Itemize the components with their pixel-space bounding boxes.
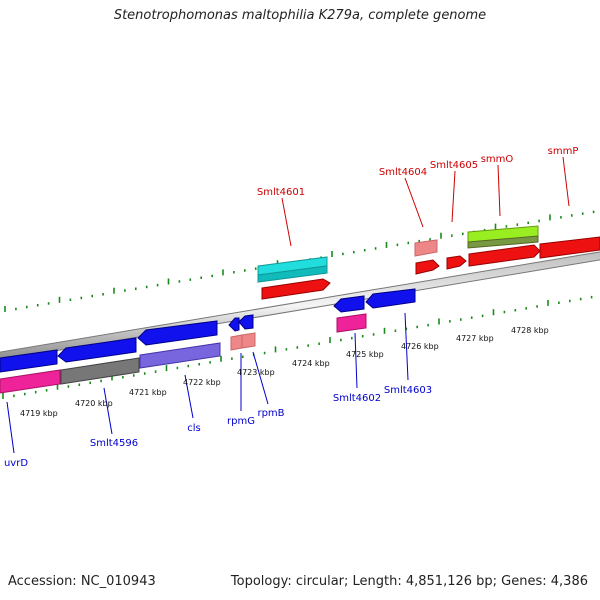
label-smmP[interactable]: smmP	[548, 146, 579, 157]
gene-smlt4604-red[interactable]	[415, 259, 440, 275]
label-smmO[interactable]: smmO	[481, 154, 514, 165]
label-cls[interactable]: cls	[187, 423, 201, 434]
gene-smlt4601-red[interactable]	[261, 278, 331, 300]
reverse-genes	[0, 288, 416, 394]
scale-label: 4720 kbp	[75, 399, 113, 408]
gene-rpmB-light[interactable]	[241, 332, 256, 349]
gene-uvrD-pink[interactable]	[0, 369, 61, 394]
gene-rpmB-blue[interactable]	[238, 314, 254, 330]
gene-smlt4604[interactable]	[414, 239, 438, 257]
scale-label: 4723 kbp	[237, 368, 275, 377]
label-smlt4596[interactable]: Smlt4596	[90, 438, 138, 449]
label-smlt4603[interactable]: Smlt4603	[384, 385, 432, 396]
genome-title: Stenotrophomonas maltophilia K279a, comp…	[113, 8, 487, 23]
label-rpmG[interactable]: rpmG	[227, 416, 255, 427]
leader-smlt4603	[404, 312, 409, 381]
scale-label: 4727 kbp	[456, 334, 494, 343]
leader-uvrD	[6, 401, 15, 454]
scale-label: 4721 kbp	[129, 388, 167, 397]
gene-cls-purple[interactable]	[139, 342, 221, 369]
genome-summary-text: Topology: circular; Length: 4,851,126 bp…	[230, 574, 588, 589]
leader-smmO	[497, 164, 501, 217]
scale-label: 4722 kbp	[183, 378, 221, 387]
scale-label: 4719 kbp	[20, 409, 58, 418]
reverse-tick-row	[2, 295, 593, 399]
gene-smlt4605[interactable]	[446, 255, 467, 270]
gene-smlt4596-gray[interactable]	[60, 357, 140, 385]
gene-smlt4596-blue[interactable]	[57, 337, 137, 363]
gene-uvrD-blue[interactable]	[0, 349, 58, 373]
gene-rpmG-blue[interactable]	[228, 317, 240, 332]
leader-smlt4596	[103, 387, 113, 435]
leader-smlt4604	[404, 177, 424, 228]
leader-smmP	[562, 156, 570, 207]
gene-smlt4602-blue[interactable]	[333, 295, 365, 313]
label-smlt4601[interactable]: Smlt4601	[257, 187, 305, 198]
label-smlt4604[interactable]: Smlt4604	[379, 167, 427, 178]
forward-tick-row	[4, 210, 595, 312]
label-uvrD[interactable]: uvrD	[4, 458, 28, 469]
forward-genes	[257, 225, 600, 300]
scale-label: 4726 kbp	[401, 342, 439, 351]
accession-text: Accession: NC_010943	[8, 574, 156, 589]
gene-smlt4603-blue[interactable]	[365, 288, 416, 309]
leader-smlt4601	[281, 197, 292, 247]
gene-smlt4601-cyan-b[interactable]	[257, 265, 328, 283]
scale-labels: 4719 kbp 4720 kbp 4721 kbp 4722 kbp 4723…	[20, 326, 549, 418]
scale-label: 4724 kbp	[292, 359, 330, 368]
label-smlt4605[interactable]: Smlt4605	[430, 160, 478, 171]
label-rpmB[interactable]: rpmB	[257, 408, 284, 419]
gene-rpmG-light[interactable]	[230, 334, 243, 351]
scale-label: 4725 kbp	[346, 350, 384, 359]
leader-cls	[184, 374, 194, 419]
scale-label: 4728 kbp	[511, 326, 549, 335]
leader-smlt4602	[354, 332, 358, 389]
gene-cls-blue[interactable]	[137, 320, 218, 346]
gene-smlt4602-pink[interactable]	[336, 313, 367, 333]
gene-smmO-red[interactable]	[468, 244, 541, 267]
leader-smlt4605	[451, 170, 456, 223]
forward-labels: Smlt4601 Smlt4604 Smlt4605 smmO smmP	[257, 146, 579, 247]
reverse-labels: uvrD Smlt4596 cls rpmG rpmB Smlt4602 Sml…	[4, 312, 432, 469]
gene-smmP-red[interactable]	[539, 236, 600, 259]
gene-smmO-olive[interactable]	[467, 235, 539, 249]
label-smlt4602[interactable]: Smlt4602	[333, 393, 381, 404]
leader-rpmB	[252, 351, 269, 405]
